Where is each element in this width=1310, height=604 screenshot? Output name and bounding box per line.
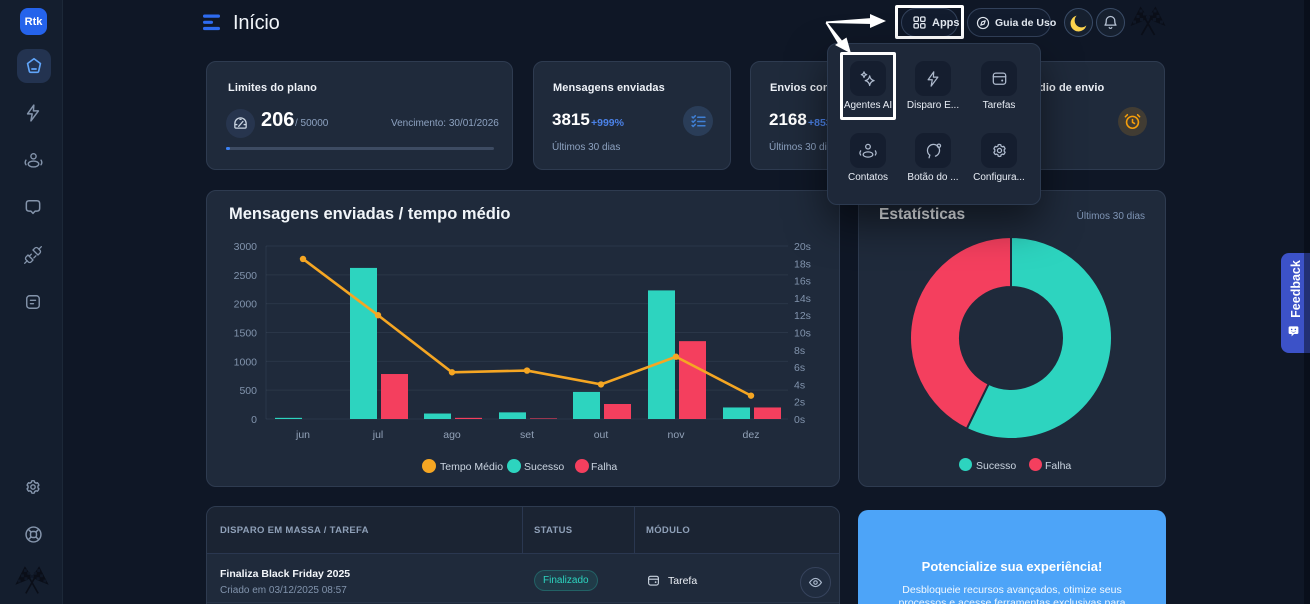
- svg-text:1500: 1500: [234, 328, 258, 340]
- svg-text:10s: 10s: [794, 328, 811, 340]
- svg-text:3000: 3000: [234, 241, 258, 253]
- svg-text:2s: 2s: [794, 397, 805, 409]
- svg-text:ago: ago: [443, 429, 461, 441]
- svg-text:6s: 6s: [794, 362, 805, 374]
- svg-text:2000: 2000: [234, 299, 258, 311]
- svg-text:20s: 20s: [794, 241, 811, 253]
- svg-text:8s: 8s: [794, 345, 805, 357]
- svg-text:jun: jun: [295, 429, 310, 441]
- svg-text:4s: 4s: [794, 379, 805, 391]
- svg-text:18s: 18s: [794, 258, 811, 270]
- svg-text:1000: 1000: [234, 356, 258, 368]
- svg-text:0s: 0s: [794, 414, 805, 426]
- svg-text:jul: jul: [372, 429, 384, 441]
- svg-text:0: 0: [251, 414, 257, 426]
- svg-text:2500: 2500: [234, 270, 258, 282]
- svg-text:nov: nov: [668, 429, 686, 441]
- svg-text:16s: 16s: [794, 276, 811, 288]
- svg-text:500: 500: [239, 385, 257, 397]
- svg-text:set: set: [520, 429, 534, 441]
- svg-text:out: out: [594, 429, 609, 441]
- svg-text:14s: 14s: [794, 293, 811, 305]
- svg-text:12s: 12s: [794, 310, 811, 322]
- svg-text:dez: dez: [743, 429, 760, 441]
